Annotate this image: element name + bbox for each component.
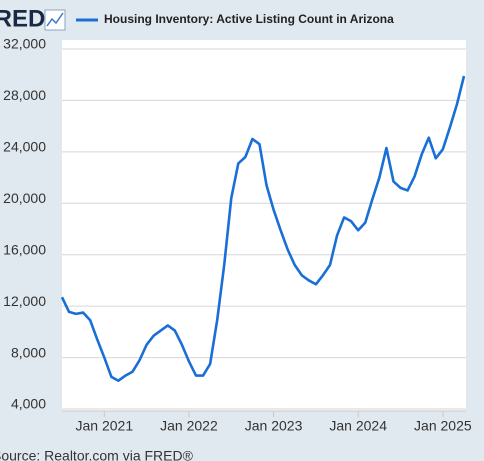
logo-icon [44,9,66,31]
data-line [60,75,466,383]
x-tick-label: Jan 2021 [76,418,134,434]
legend-label: Housing Inventory: Active Listing Count … [104,12,394,26]
y-tick-label: 20,000 [3,190,46,206]
logo: FRED [0,5,45,32]
y-tick-label: 28,000 [3,87,46,103]
y-tick-label: 32,000 [3,36,46,52]
x-tick-label: Jan 2023 [245,418,303,434]
plot-area [62,40,466,411]
y-tick-label: 12,000 [3,293,46,309]
x-tick-label: Jan 2022 [160,418,218,434]
x-tick-label: Jan 2025 [414,418,472,434]
y-tick-label: 8,000 [11,344,46,360]
y-tick-label: 4,000 [11,396,46,412]
source-note: Source: Realtor.com via FRED® [0,448,194,461]
x-tick-label: Jan 2024 [329,418,387,434]
y-tick-label: 16,000 [3,241,46,257]
y-tick-label: 24,000 [3,139,46,155]
